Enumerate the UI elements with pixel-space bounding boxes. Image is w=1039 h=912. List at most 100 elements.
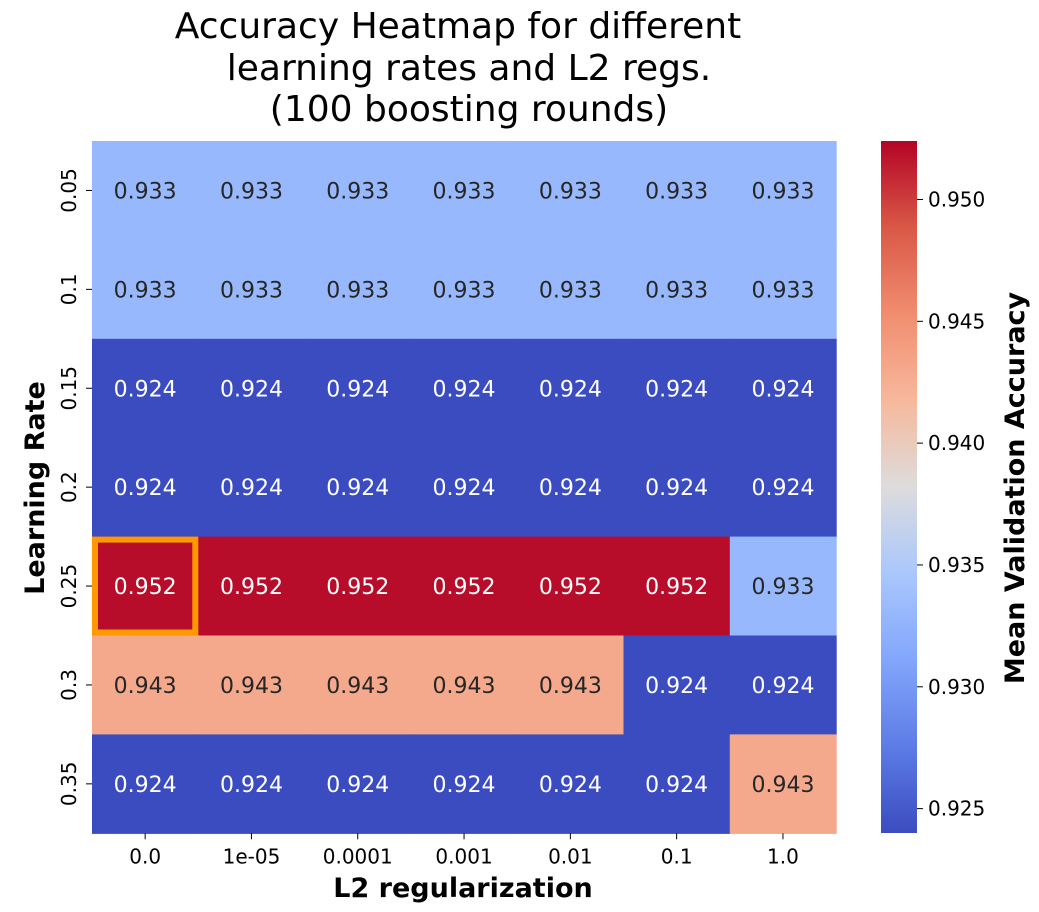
cell-value-label: 0.933 (433, 179, 496, 204)
heatmap-cell (304, 635, 412, 735)
x-tick-label: 0.0 (129, 844, 161, 868)
heatmap-cell (198, 437, 306, 538)
heatmap-cell (623, 239, 731, 340)
y-tick-label: 0.2 (57, 471, 81, 503)
cell-value-label: 0.924 (220, 476, 283, 501)
x-axis-label: L2 regularization (333, 873, 592, 904)
heatmap-cell (517, 437, 625, 538)
heatmap-cell (623, 141, 731, 241)
cell-value-label: 0.952 (326, 575, 389, 600)
heatmap-cell (410, 338, 518, 439)
heatmap-cell (92, 734, 199, 834)
heatmap-cell (729, 338, 837, 439)
cell-value-label: 0.952 (539, 575, 602, 600)
heatmap-cell (517, 635, 625, 735)
cell-value-label: 0.924 (751, 476, 814, 501)
cell-value-label: 0.952 (433, 575, 496, 600)
chart-title-line-2: learning rates and L2 regs. (227, 48, 711, 89)
heatmap-cell (729, 734, 837, 834)
cell-value-label: 0.924 (645, 773, 708, 798)
x-axis-ticks: 0.0 1e-05 0.0001 0.001 0.01 0.1 1.0 (129, 833, 799, 868)
heatmap-cell (517, 338, 625, 439)
heatmap-cell (92, 338, 199, 439)
cell-value-label: 0.943 (539, 674, 602, 699)
cell-value-label: 0.924 (114, 773, 177, 798)
y-axis-ticks: 0.05 0.1 0.15 0.2 0.25 0.3 0.35 (57, 168, 92, 806)
cell-value-label: 0.924 (751, 674, 814, 699)
cell-value-label: 0.924 (220, 773, 283, 798)
heatmap-cell (410, 141, 518, 241)
cell-value-label: 0.924 (220, 377, 283, 402)
heatmap-cell (92, 141, 199, 241)
heatmap-cell (198, 734, 306, 834)
x-tick-label: 1.0 (767, 844, 799, 868)
cell-value-label: 0.933 (433, 278, 496, 303)
heatmap-cell (517, 536, 625, 637)
chart-title: Accuracy Heatmap for different learning … (175, 6, 741, 130)
colorbar-tick-label: 0.935 (928, 553, 985, 577)
colorbar-tick-label: 0.930 (928, 675, 985, 699)
cell-value-label: 0.924 (433, 377, 496, 402)
heatmap-cell (304, 536, 412, 637)
y-tick-label: 0.35 (57, 762, 81, 807)
heatmap-cell (729, 536, 837, 637)
heatmap-cell (517, 141, 625, 241)
colorbar-tick-label: 0.940 (928, 431, 985, 455)
heatmap-cell (517, 734, 625, 834)
colorbar-ticks: 0.925 0.930 0.935 0.940 0.945 0.950 (917, 187, 985, 821)
cell-value-label: 0.933 (326, 278, 389, 303)
cell-value-label: 0.924 (645, 674, 708, 699)
cell-value-label: 0.943 (114, 674, 177, 699)
cell-value-label: 0.924 (326, 377, 389, 402)
cell-value-label: 0.933 (114, 179, 177, 204)
cell-value-label: 0.924 (326, 773, 389, 798)
cell-value-label: 0.952 (645, 575, 708, 600)
heatmap-cell (198, 338, 306, 439)
cell-value-label: 0.933 (326, 179, 389, 204)
heatmap-cell (623, 734, 731, 834)
heatmap-cell (198, 239, 306, 340)
y-tick-label: 0.1 (57, 273, 81, 305)
heatmap-cell (92, 635, 199, 735)
cell-value-label: 0.924 (326, 476, 389, 501)
heatmap-cell (304, 437, 412, 538)
heatmap-cell (304, 338, 412, 439)
heatmap-cell (623, 635, 731, 735)
cell-value-label: 0.933 (751, 278, 814, 303)
heatmap-cell (92, 239, 199, 340)
cell-value-label: 0.933 (751, 575, 814, 600)
heatmap-cell (410, 239, 518, 340)
chart-title-line-1: Accuracy Heatmap for different (175, 6, 741, 47)
cell-value-label: 0.952 (220, 575, 283, 600)
cell-value-label: 0.933 (645, 179, 708, 204)
cell-value-label: 0.924 (645, 377, 708, 402)
y-tick-label: 0.15 (57, 366, 81, 411)
heatmap-cell (410, 536, 518, 637)
heatmap-cell (304, 734, 412, 834)
cell-value-label: 0.933 (751, 179, 814, 204)
colorbar-tick-label: 0.945 (928, 309, 985, 333)
y-tick-label: 0.05 (57, 168, 81, 213)
heatmap-cell (198, 536, 306, 637)
cell-value-label: 0.952 (114, 575, 177, 600)
colorbar-tick-label: 0.950 (928, 187, 985, 211)
cell-value-label: 0.924 (433, 476, 496, 501)
cell-value-label: 0.933 (114, 278, 177, 303)
cell-value-label: 0.924 (539, 476, 602, 501)
cell-value-label: 0.943 (751, 773, 814, 798)
heatmap-cell (729, 437, 837, 538)
cell-value-label: 0.933 (539, 179, 602, 204)
heatmap-cell (410, 437, 518, 538)
x-tick-label: 0.001 (435, 844, 492, 868)
cell-value-label: 0.924 (645, 476, 708, 501)
cell-value-label: 0.924 (114, 476, 177, 501)
heatmap-cell (198, 635, 306, 735)
x-tick-label: 0.01 (548, 844, 593, 868)
cell-value-label: 0.924 (539, 773, 602, 798)
cell-value-label: 0.943 (220, 674, 283, 699)
highlight-box-group (92, 536, 199, 636)
heatmap-cell-labels: 0.933 0.933 0.933 0.933 0.933 0.933 0.933 0.933… (114, 179, 815, 797)
cell-value-label: 0.943 (433, 674, 496, 699)
heatmap-cell (304, 141, 412, 241)
x-tick-label: 0.1 (661, 844, 693, 868)
